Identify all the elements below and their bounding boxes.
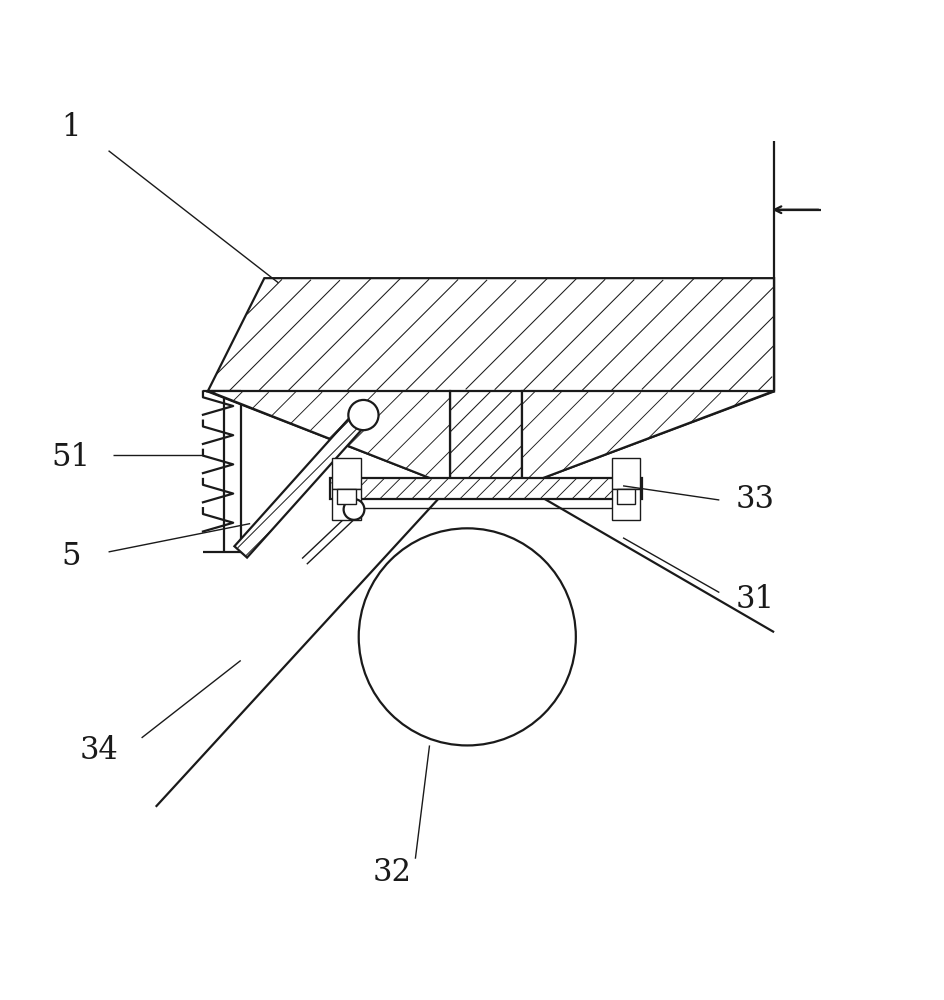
Bar — [337, 489, 356, 504]
Circle shape — [344, 499, 364, 520]
Bar — [616, 489, 635, 504]
Polygon shape — [330, 478, 642, 499]
Text: 34: 34 — [79, 735, 119, 766]
Circle shape — [359, 528, 576, 745]
Text: 51: 51 — [51, 442, 91, 473]
Bar — [332, 489, 361, 520]
Text: 31: 31 — [735, 584, 775, 615]
Text: 1: 1 — [61, 112, 80, 143]
Text: 33: 33 — [735, 485, 775, 516]
Circle shape — [348, 400, 379, 430]
Polygon shape — [234, 409, 370, 558]
Polygon shape — [450, 391, 522, 486]
Text: 32: 32 — [372, 857, 412, 888]
Polygon shape — [522, 391, 774, 486]
Polygon shape — [208, 391, 450, 486]
Bar — [332, 458, 361, 489]
Bar — [612, 489, 640, 520]
Text: 5: 5 — [61, 541, 80, 572]
Bar — [612, 458, 640, 489]
Polygon shape — [208, 278, 774, 391]
